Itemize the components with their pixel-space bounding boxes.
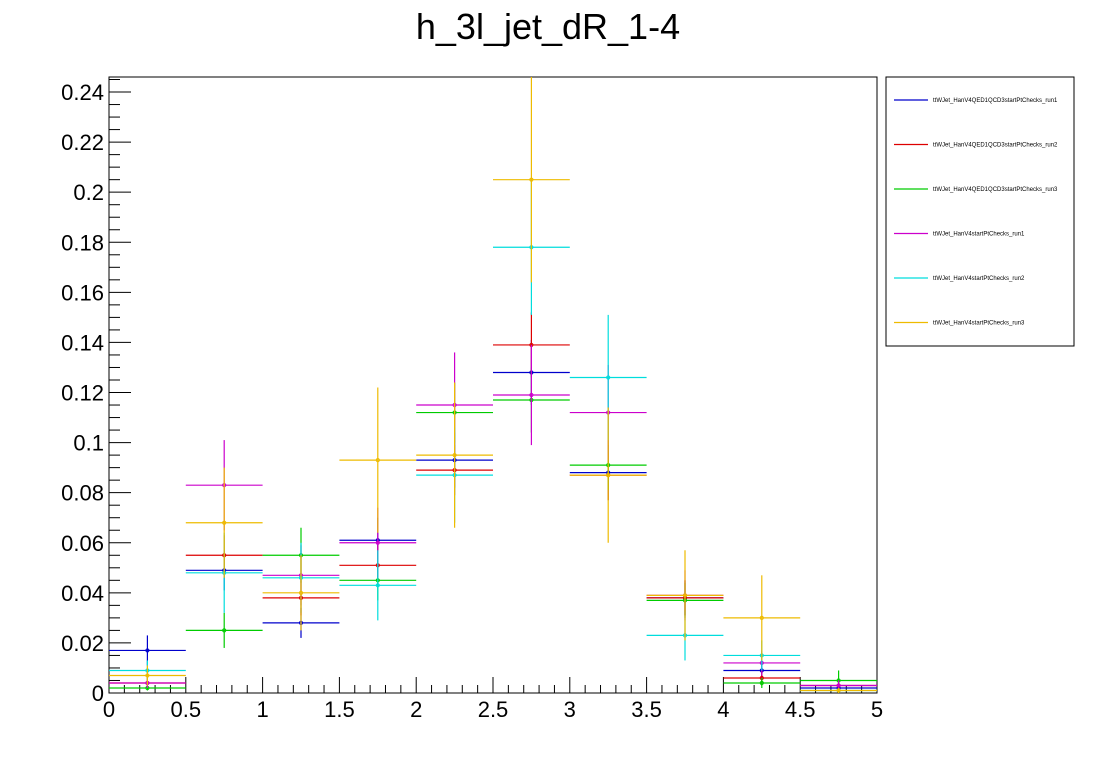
y-tick-label: 0.08	[61, 481, 104, 506]
y-tick-label: 0.02	[61, 631, 104, 656]
x-tick-label: 1.5	[324, 697, 355, 722]
data-point	[375, 583, 380, 588]
y-tick-label: 0.14	[61, 330, 104, 355]
y-tick-label: 0.04	[61, 581, 104, 606]
x-tick-label: 5	[871, 697, 883, 722]
y-tick-label: 0.22	[61, 130, 104, 155]
legend-label: ttWJet_HanV4QED1QCD3startPtChecks_run3	[933, 187, 1058, 193]
y-tick-label: 0.1	[73, 431, 104, 456]
x-tick-label: 3.5	[631, 697, 662, 722]
x-tick-label: 0	[103, 697, 115, 722]
x-tick-label: 4.5	[785, 697, 816, 722]
data-point	[682, 593, 688, 598]
data-point	[529, 392, 534, 398]
data-point	[375, 540, 380, 545]
legend-entry: ttWJet_HanV4QED1QCD3startPtChecks_run1	[894, 98, 1058, 104]
legend-label: ttWJet_HanV4QED1QCD3startPtChecks_run1	[933, 98, 1058, 104]
y-tick-label: 0.18	[61, 230, 104, 255]
data-point	[836, 688, 841, 693]
legend-entry: ttWJet_HanV4startPtChecks_run3	[894, 321, 1025, 327]
series	[109, 77, 877, 693]
legend-label: ttWJet_HanV4startPtChecks_run3	[933, 321, 1025, 327]
x-tick-label: 2.5	[478, 697, 509, 722]
legend-entry: ttWJet_HanV4startPtChecks_run2	[894, 276, 1025, 282]
legend-entry: ttWJet_HanV4startPtChecks_run1	[894, 232, 1025, 238]
y-tick-label: 0.06	[61, 531, 104, 556]
y-tick-label: 0.16	[61, 280, 104, 305]
y-tick-label: 0.24	[61, 80, 104, 105]
x-tick-label: 1	[256, 697, 268, 722]
x-tick-label: 4	[717, 697, 729, 722]
x-tick-label: 0.5	[171, 697, 202, 722]
data-point	[222, 520, 227, 525]
data-point	[222, 628, 227, 633]
data-point	[145, 648, 150, 653]
legend-label: ttWJet_HanV4QED1QCD3startPtChecks_run2	[933, 143, 1058, 149]
data-point	[606, 375, 611, 380]
x-tick-label: 2	[410, 697, 422, 722]
legend-entry: ttWJet_HanV4QED1QCD3startPtChecks_run2	[894, 143, 1058, 149]
y-tick-label: 0.2	[73, 180, 104, 205]
data-point	[759, 680, 764, 686]
legend-box	[885, 76, 1075, 347]
data-point	[145, 673, 150, 678]
chart-title: h_3l_jet_dR_1-4	[415, 6, 681, 47]
legend-label: ttWJet_HanV4startPtChecks_run1	[933, 232, 1025, 238]
data-point	[759, 615, 764, 620]
y-tick-label: 0	[92, 681, 104, 706]
legend-entry: ttWJet_HanV4QED1QCD3startPtChecks_run3	[894, 187, 1058, 193]
data-point	[529, 177, 534, 182]
data-point	[836, 683, 841, 688]
x-tick-label: 3	[564, 697, 576, 722]
data-point	[298, 590, 304, 595]
series-layer	[109, 77, 877, 693]
data-point	[452, 453, 457, 458]
axis-ticks: 0 0.5 1 1.5 2 2.5 3 3.5 4 4.5 5 0 0.02 0.04 0.06 0.08 0.…	[61, 79, 883, 722]
data-point	[606, 473, 611, 478]
y-tick-label: 0.12	[61, 381, 104, 406]
data-point	[375, 458, 380, 463]
legend-label: ttWJet_HanV4startPtChecks_run2	[933, 276, 1025, 282]
legend: ttWJet_HanV4QED1QCD3startPtChecks_run1tt…	[894, 98, 1058, 327]
